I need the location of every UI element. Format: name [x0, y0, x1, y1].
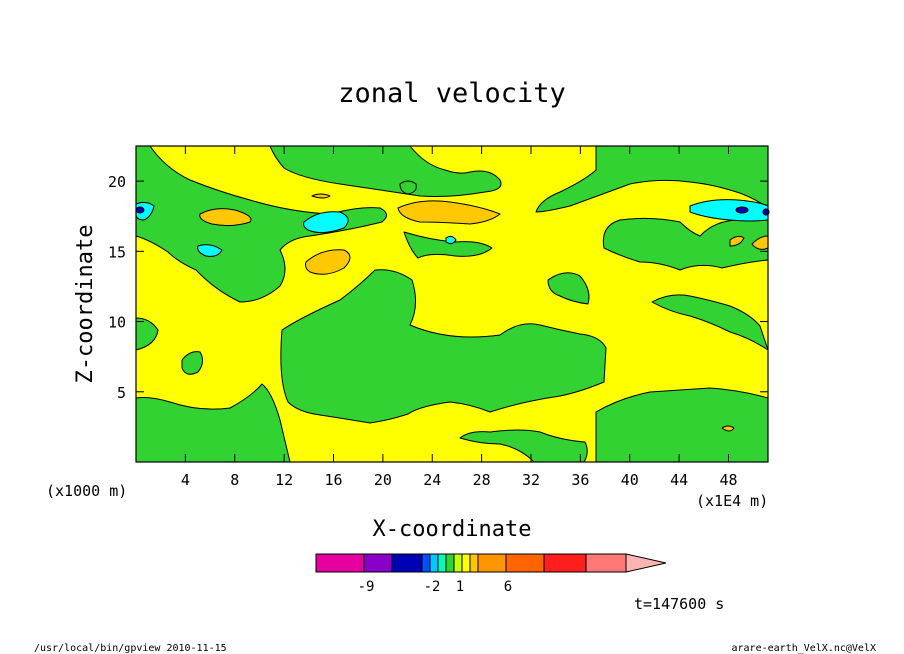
orange-region-b — [397, 200, 501, 225]
colorbar-segment — [505, 553, 545, 573]
colorbar-arrow — [625, 553, 667, 573]
footer-left: /usr/local/bin/gpview 2010-11-15 — [34, 643, 227, 654]
y-unit-label: (x1000 m) — [46, 482, 127, 500]
x-tick-label: 40 — [621, 471, 639, 489]
y-tick-label: 20 — [108, 173, 126, 191]
y-tick-label: 10 — [108, 314, 126, 332]
colorbar-segment — [543, 553, 587, 573]
cyan-region-e — [445, 235, 457, 245]
green-region-blob-c — [135, 317, 159, 351]
colorbar-segment — [453, 553, 463, 573]
x-tick-label: 44 — [670, 471, 688, 489]
green-region-lower-left — [135, 383, 291, 463]
x-tick-label: 8 — [230, 471, 239, 489]
colorbar-segment — [437, 553, 447, 573]
colorbar — [315, 553, 667, 573]
chart-title: zonal velocity — [338, 78, 566, 109]
colorbar-tick-label: 6 — [504, 579, 512, 595]
cyan-region-a — [303, 211, 349, 234]
colorbar-segment — [421, 553, 431, 573]
blue-core-right — [735, 206, 749, 214]
colorbar-ticks: -9 -2 1 6 — [358, 579, 513, 595]
green-region-central — [280, 269, 607, 424]
y-tick-label: 15 — [108, 243, 126, 261]
blue-core-left — [135, 206, 145, 214]
green-region-right-middle — [651, 294, 769, 351]
colorbar-tick-label: 1 — [456, 579, 464, 595]
colorbar-segment — [429, 553, 439, 573]
x-axis-label: X-coordinate — [373, 517, 532, 542]
x-unit-label: (x1E4 m) — [696, 492, 768, 510]
x-tick-label: 36 — [571, 471, 589, 489]
y-axis: 5 10 15 20 — [108, 173, 768, 402]
y-tick-label: 5 — [117, 384, 126, 402]
colorbar-tick-label: -9 — [358, 579, 375, 595]
orange-region-d — [311, 193, 331, 199]
x-tick-label: 24 — [423, 471, 441, 489]
cyan-region-b — [197, 244, 223, 257]
colorbar-segment — [391, 553, 423, 573]
colorbar-segment — [477, 553, 507, 573]
green-region-lower-middle — [459, 429, 588, 463]
x-axis: 4 8 12 16 20 24 28 32 36 40 44 48 — [181, 146, 738, 489]
colorbar-segment — [585, 553, 627, 573]
x-tick-label: 4 — [181, 471, 190, 489]
orange-region-a — [199, 208, 252, 227]
green-region-blob-a — [547, 272, 590, 305]
x-tick-label: 32 — [522, 471, 540, 489]
colorbar-segment — [445, 553, 455, 573]
green-region-lower-right — [595, 387, 769, 463]
green-region-blob-b — [181, 351, 204, 375]
x-tick-label: 16 — [324, 471, 342, 489]
x-tick-label: 28 — [473, 471, 491, 489]
green-region-upper-middle — [269, 145, 502, 197]
footer-right: arare-earth_VelX.nc@VelX — [732, 643, 877, 654]
orange-region-c — [305, 249, 351, 275]
orange-region-e — [729, 235, 745, 247]
colorbar-tick-label: -2 — [424, 579, 441, 595]
y-axis-label: Z-coordinate — [73, 225, 98, 384]
colorbar-segment — [469, 553, 479, 573]
colorbar-segment — [461, 553, 471, 573]
x-tick-label: 48 — [719, 471, 737, 489]
colorbar-segment — [315, 553, 365, 573]
orange-region-g — [721, 425, 735, 432]
time-annotation: t=147600 s — [634, 595, 724, 613]
x-tick-label: 20 — [374, 471, 392, 489]
green-region-upper-left — [135, 145, 387, 303]
colorbar-segment — [363, 553, 393, 573]
plot-frame — [135, 145, 769, 463]
green-region-blob-d — [399, 180, 417, 195]
x-tick-label: 12 — [275, 471, 293, 489]
